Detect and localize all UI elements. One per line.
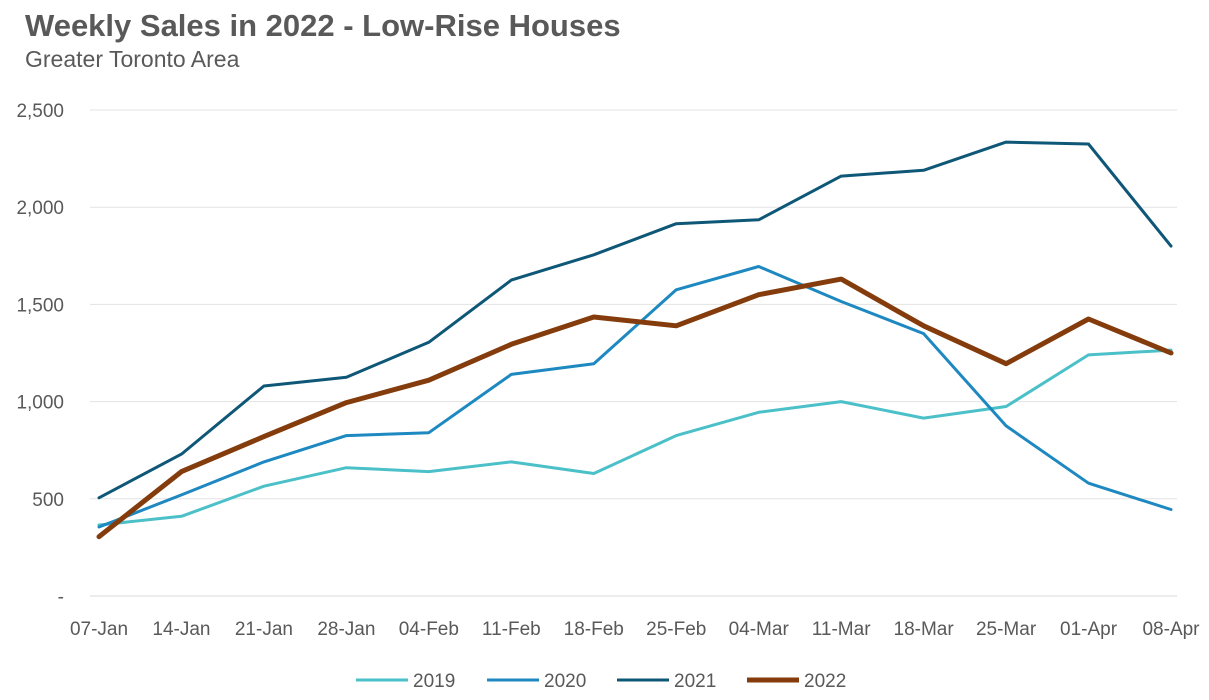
legend-label-2021: 2021 xyxy=(674,671,716,692)
x-tick-label: 25-Feb xyxy=(646,619,706,640)
x-tick-label: 11-Mar xyxy=(812,619,871,640)
legend-label-2019: 2019 xyxy=(413,671,455,692)
x-axis-ticks: 07-Jan 14-Jan 21-Jan 28-Jan 04-Feb 11-Feb 18-F… xyxy=(70,619,1200,640)
y-tick-label: 1,500 xyxy=(16,295,64,316)
series-line-2020 xyxy=(97,265,1173,529)
legend-label-2022: 2022 xyxy=(804,671,846,692)
y-tick-label: - xyxy=(58,587,64,608)
legend: 2019 2020 2021 2022 xyxy=(356,671,846,692)
y-tick-label: 1,000 xyxy=(16,393,64,414)
x-tick-label: 11-Feb xyxy=(482,619,541,640)
y-tick-label: 500 xyxy=(32,490,64,511)
x-tick-label: 21-Jan xyxy=(235,619,293,640)
series-lines xyxy=(96,140,1174,540)
y-tick-label: 2,000 xyxy=(16,198,64,219)
gridlines xyxy=(90,109,1177,597)
y-tick-label: 2,500 xyxy=(16,101,64,122)
x-tick-label: 18-Feb xyxy=(564,619,624,640)
x-tick-label: 18-Mar xyxy=(894,619,955,640)
x-tick-label: 04-Mar xyxy=(729,619,790,640)
x-tick-label: 07-Jan xyxy=(70,619,128,640)
chart-subtitle: Greater Toronto Area xyxy=(25,46,240,72)
x-tick-label: 08-Apr xyxy=(1142,619,1200,640)
x-tick-label: 04-Feb xyxy=(399,619,459,640)
chart-title: Weekly Sales in 2022 - Low-Rise Houses xyxy=(25,8,621,43)
y-axis-ticks: - 500 1,000 1,500 2,000 2,500 xyxy=(16,101,64,608)
series-line-2021 xyxy=(97,140,1173,500)
x-tick-label: 14-Jan xyxy=(152,619,210,640)
x-tick-label: 28-Jan xyxy=(317,619,375,640)
x-tick-label: 25-Mar xyxy=(976,619,1037,640)
series-line-2022 xyxy=(96,276,1174,540)
x-tick-label: 01-Apr xyxy=(1060,619,1118,640)
legend-label-2020: 2020 xyxy=(544,671,586,692)
